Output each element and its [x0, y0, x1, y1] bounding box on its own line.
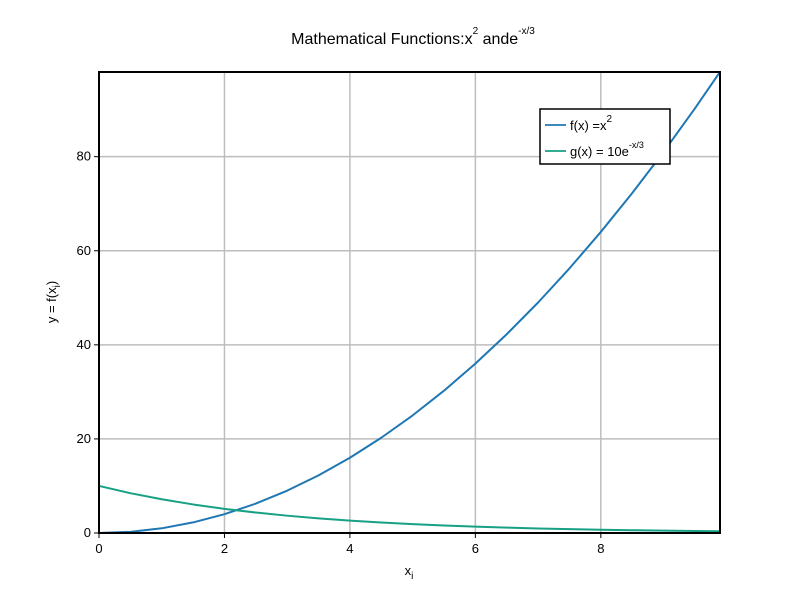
x-axis-label: xi: [405, 563, 414, 582]
legend-label-g-base: g(x) = 10e: [570, 144, 629, 159]
legend-box: [539, 108, 671, 165]
title-prefix: Mathematical Functions:x: [291, 31, 472, 48]
series-line-g: [98, 484, 721, 533]
legend-label-f-base: f(x) =x: [570, 118, 607, 133]
y-axis-label-base: y = f(x: [44, 287, 59, 323]
y-axis-label-close: ): [44, 281, 59, 285]
legend-label-f-sup: 2: [606, 114, 612, 125]
legend-label-g: g(x) = 10e-x/3: [570, 140, 644, 159]
grid: [99, 72, 720, 533]
x-axis-label-base: x: [405, 563, 412, 578]
title-middle: ande: [478, 31, 518, 48]
y-tick-label: 80: [77, 149, 91, 164]
series-group: [98, 71, 721, 534]
x-tick-label: 4: [346, 541, 353, 556]
y-tick-label: 0: [84, 525, 91, 540]
legend-label-g-sup: -x/3: [629, 140, 644, 150]
x-axis-label-sub: i: [411, 571, 413, 582]
x-ticks: 0 2 4 6 8: [95, 533, 604, 556]
series-line-f: [98, 71, 721, 534]
legend-label-f: f(x) =x2: [570, 114, 612, 133]
y-ticks: 0 20 40 60 80: [77, 149, 99, 540]
x-tick-label: 0: [95, 541, 102, 556]
y-tick-label: 60: [77, 243, 91, 258]
y-tick-label: 40: [77, 337, 91, 352]
x-tick-label: 8: [597, 541, 604, 556]
chart-title: Mathematical Functions:x2 ande-x/3: [291, 26, 535, 48]
title-suffix-sup: -x/3: [518, 26, 535, 37]
y-axis-label-sub: i: [52, 285, 63, 287]
plot-frame: [98, 71, 721, 534]
title-prefix-sup: 2: [473, 26, 479, 37]
y-axis-label: y = f(xi): [44, 281, 63, 323]
x-tick-label: 6: [472, 541, 479, 556]
legend: f(x) =x2 g(x) = 10e-x/3: [539, 108, 671, 165]
x-tick-label: 2: [221, 541, 228, 556]
y-tick-label: 20: [77, 431, 91, 446]
